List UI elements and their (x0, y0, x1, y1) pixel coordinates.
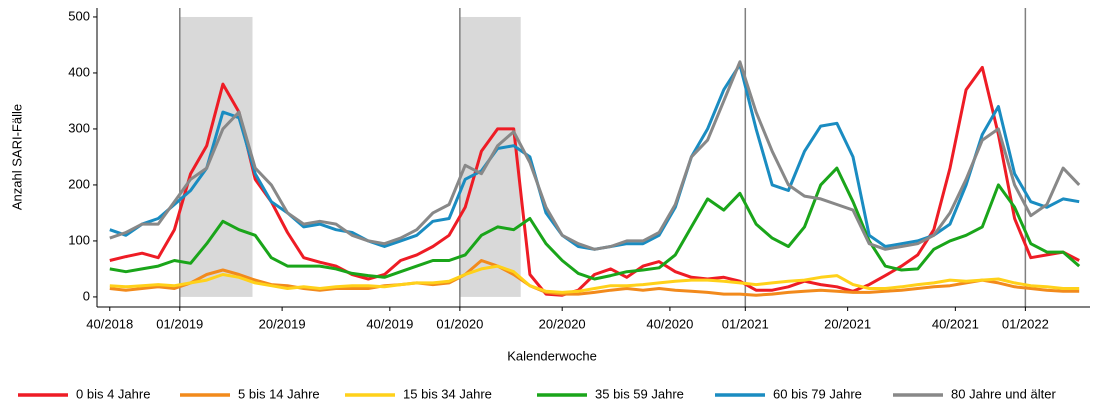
shaded-range (179, 16, 253, 297)
x-tick-label: 20/2020 (539, 316, 586, 331)
x-tick-label: 20/2021 (824, 316, 871, 331)
legend-label: 35 bis 59 Jahre (595, 386, 684, 401)
y-tick-label: 100 (68, 232, 90, 247)
series-line (109, 60, 1081, 251)
legend-label: 80 Jahre und älter (951, 386, 1056, 401)
x-tick-label: 01/2021 (722, 316, 769, 331)
legend-label: 0 bis 4 Jahre (76, 386, 150, 401)
y-tick-label: 200 (68, 176, 90, 191)
series-line (109, 264, 1080, 294)
legend-label: 15 bis 34 Jahre (403, 386, 492, 401)
y-axis-label: Anzahl SARI-Fälle (9, 104, 24, 210)
series-line (109, 166, 1081, 281)
series-line (109, 63, 1080, 251)
x-tick-label: 20/2019 (259, 316, 306, 331)
y-tick-label: 300 (68, 120, 90, 135)
x-tick-label: 40/2019 (366, 316, 413, 331)
series-line (109, 65, 1080, 297)
x-axis-label: Kalenderwoche (507, 348, 597, 363)
x-tick-label: 40/2020 (646, 316, 693, 331)
x-tick-label: 01/2020 (436, 316, 483, 331)
legend-label: 5 bis 14 Jahre (238, 386, 320, 401)
x-tick-label: 40/2021 (932, 316, 979, 331)
legend-label: 60 bis 79 Jahre (773, 386, 862, 401)
y-tick-label: 0 (83, 288, 90, 303)
x-tick-label: 40/2018 (86, 316, 133, 331)
y-tick-label: 500 (68, 8, 90, 23)
x-tick-label: 01/2019 (156, 316, 203, 331)
y-tick-label: 400 (68, 64, 90, 79)
x-tick-label: 01/2022 (1002, 316, 1049, 331)
